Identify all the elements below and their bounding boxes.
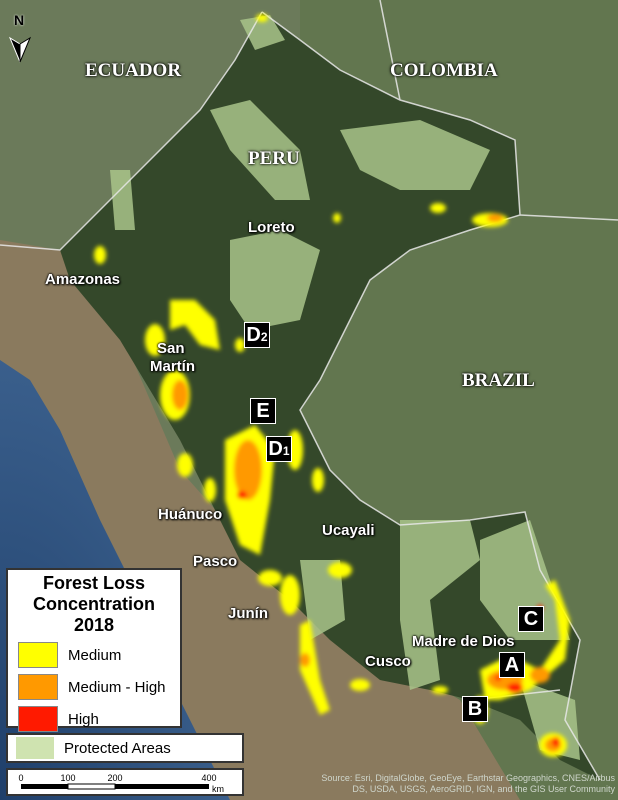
legend-protected-areas: Protected Areas (6, 733, 244, 763)
legend-title: Forest Loss Concentration 2018 (8, 573, 180, 636)
legend-item-medium-high: Medium - High (18, 674, 180, 700)
marker-d2: D2 (244, 322, 270, 348)
legend: Forest Loss Concentration 2018 Medium Me… (6, 568, 182, 732)
legend-title-line-1: Forest Loss (42, 573, 146, 593)
swatch-high (18, 706, 58, 732)
marker-a: A (499, 652, 525, 678)
marker-c: C (518, 606, 544, 632)
label-amazonas: Amazonas (45, 271, 121, 288)
scale-tick: 200 (107, 773, 122, 783)
label-huanuco: Huánuco (158, 506, 223, 523)
marker-e: E (250, 398, 276, 424)
label-peru: PERU (248, 148, 300, 169)
label-cusco: Cusco (365, 653, 411, 670)
peru-amazon-region (60, 12, 600, 780)
label-pasco: Pasco (193, 553, 238, 570)
protected-areas (110, 15, 580, 760)
legend-title-line-2: Concentration (32, 594, 155, 614)
marker-d2-sub: 2 (260, 330, 268, 344)
swatch-protected-areas (16, 737, 54, 759)
legend-item-high: High (18, 706, 180, 732)
swatch-medium (18, 642, 58, 668)
label-madre-de-dios: Madre de Dios (412, 633, 515, 650)
legend-label: Medium - High (68, 678, 166, 696)
north-arrow (8, 36, 32, 63)
label-ecuador: ECUADOR (85, 60, 182, 81)
label-brazil: BRAZIL (462, 370, 535, 391)
marker-d1-letter: D (268, 438, 283, 460)
marker-d1-sub: 1 (282, 444, 290, 458)
legend-label: Medium (68, 646, 122, 664)
legend-title-line-3: 2018 (73, 615, 115, 635)
scale-bar: 0 100 200 400 km (6, 768, 244, 796)
label-loreto: Loreto (248, 219, 295, 236)
swatch-medium-high (18, 674, 58, 700)
legend-label: High (68, 710, 99, 728)
scale-tick: 100 (60, 773, 75, 783)
scale-bar-graphic: 0 100 200 400 km (18, 773, 224, 794)
legend-label: Protected Areas (64, 739, 171, 757)
attribution: Source: Esri, DigitalGlobe, GeoEye, Eart… (321, 773, 615, 794)
scale-unit: km (212, 784, 224, 794)
label-ucayali: Ucayali (322, 522, 375, 539)
label-san-martin-1: San (157, 340, 185, 357)
marker-b: B (462, 696, 488, 722)
scale-tick: 0 (18, 773, 23, 783)
marker-d1: D1 (266, 436, 292, 462)
north-arrow-label: N (14, 12, 25, 28)
label-colombia: COLOMBIA (390, 60, 498, 81)
legend-item-medium: Medium (18, 642, 180, 668)
label-san-martin-2: Martín (150, 358, 195, 375)
scale-tick: 400 (201, 773, 216, 783)
label-junin: Junín (228, 605, 268, 622)
marker-d2-letter: D (246, 324, 261, 346)
